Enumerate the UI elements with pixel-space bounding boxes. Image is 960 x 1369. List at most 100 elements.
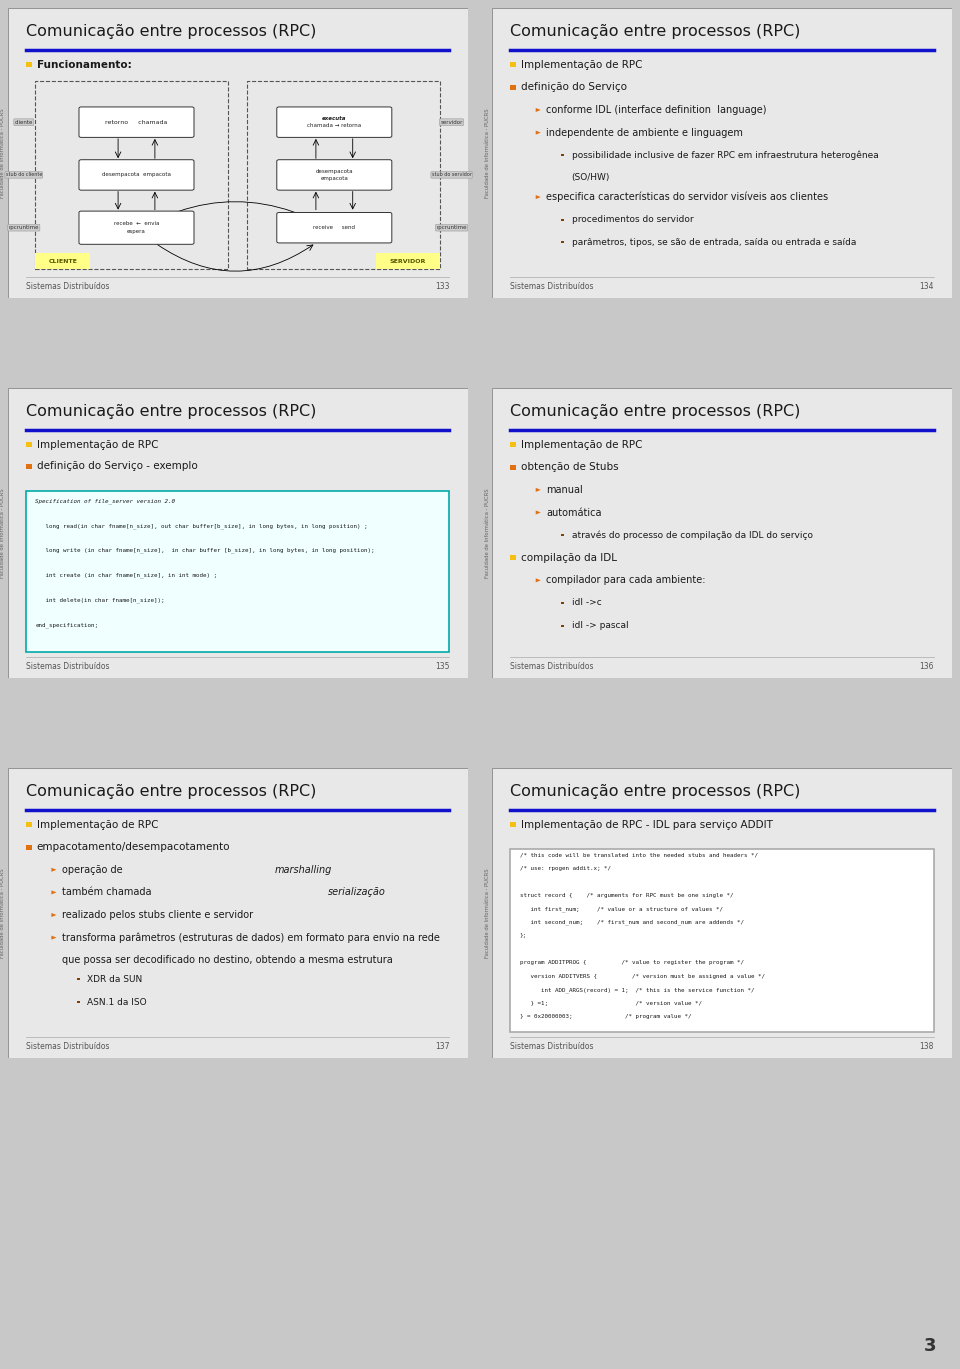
Text: automática: automática	[546, 508, 602, 517]
Text: Faculdade de Informática - PUCRS: Faculdade de Informática - PUCRS	[485, 489, 490, 578]
Text: 137: 137	[435, 1042, 449, 1051]
Text: int ADD_ARGS(record) = 1;  /* this is the service function */: int ADD_ARGS(record) = 1; /* this is the…	[519, 987, 755, 993]
Text: rpcruntime: rpcruntime	[9, 226, 39, 230]
Text: ASN.1 da ISO: ASN.1 da ISO	[87, 998, 147, 1006]
Text: version ADDITVERS {          /* version must be assigned a value */: version ADDITVERS { /* version must be a…	[519, 973, 764, 979]
Polygon shape	[536, 108, 540, 112]
Text: Comunicação entre processos (RPC): Comunicação entre processos (RPC)	[511, 784, 801, 799]
Text: stub do cliente: stub do cliente	[6, 172, 42, 178]
Text: /* this code will be translated into the needed stubs and headers */: /* this code will be translated into the…	[519, 852, 757, 857]
Text: cliente: cliente	[14, 119, 33, 125]
Text: XDR da SUN: XDR da SUN	[87, 975, 142, 984]
Text: Faculdade de Informática - PUCRS: Faculdade de Informática - PUCRS	[0, 868, 6, 958]
FancyBboxPatch shape	[276, 160, 392, 190]
Text: Funcionamento:: Funcionamento:	[36, 60, 132, 70]
Text: conforme IDL (interface definition  language): conforme IDL (interface definition langu…	[546, 105, 767, 115]
Bar	[77, 979, 80, 980]
Text: chamada → retorna: chamada → retorna	[307, 123, 361, 129]
Text: Faculdade de Informática - PUCRS: Faculdade de Informática - PUCRS	[485, 868, 490, 958]
Text: 133: 133	[435, 282, 449, 292]
Bar	[561, 241, 564, 244]
Text: rpcruntime: rpcruntime	[437, 226, 467, 230]
Polygon shape	[52, 868, 57, 872]
Bar	[561, 534, 564, 537]
Text: Faculdade de Informática - PUCRS: Faculdade de Informática - PUCRS	[0, 108, 6, 199]
Text: definição do Serviço: definição do Serviço	[521, 82, 627, 92]
Text: recebe  ←  envia: recebe ← envia	[113, 222, 159, 226]
FancyBboxPatch shape	[492, 8, 952, 298]
Text: 135: 135	[435, 663, 449, 671]
Text: procedimentos do servidor: procedimentos do servidor	[571, 215, 693, 225]
Text: Faculdade de Informática - PUCRS: Faculdade de Informática - PUCRS	[0, 489, 6, 578]
FancyBboxPatch shape	[276, 107, 392, 137]
FancyBboxPatch shape	[511, 849, 934, 1032]
FancyBboxPatch shape	[492, 389, 952, 678]
Text: que possa ser decodificado no destino, obtendo a mesma estrutura: que possa ser decodificado no destino, o…	[62, 956, 393, 965]
Text: end_specification;: end_specification;	[36, 622, 98, 627]
Text: /* use: rpogen addit.x; */: /* use: rpogen addit.x; */	[519, 865, 611, 871]
Bar	[26, 845, 32, 850]
Text: struct record {    /* arguments for RPC must be one single */: struct record { /* arguments for RPC mus…	[519, 893, 733, 898]
Text: Faculdade de Informática - PUCRS: Faculdade de Informática - PUCRS	[485, 108, 490, 199]
Text: Sistemas Distribuídos: Sistemas Distribuídos	[511, 282, 594, 292]
Text: parâmetros, tipos, se são de entrada, saída ou entrada e saída: parâmetros, tipos, se são de entrada, sa…	[571, 238, 856, 246]
Bar	[26, 464, 32, 468]
Bar	[511, 63, 516, 67]
Polygon shape	[536, 194, 540, 199]
Text: também chamada: também chamada	[62, 887, 155, 898]
Bar	[511, 823, 516, 827]
Bar	[77, 1001, 80, 1003]
Bar	[36, 253, 90, 270]
Text: idl -> pascal: idl -> pascal	[571, 622, 628, 630]
Text: 3: 3	[924, 1338, 936, 1355]
Polygon shape	[52, 935, 57, 939]
Text: SERVIDOR: SERVIDOR	[390, 259, 426, 264]
Text: especifica características do servidor visíveis aos clientes: especifica características do servidor v…	[546, 192, 828, 203]
Text: operação de: operação de	[62, 865, 126, 875]
Text: int second_num;    /* first_num and second_num are addends */: int second_num; /* first_num and second_…	[519, 920, 744, 925]
Text: int create (in char fname[n_size], in int mode) ;: int create (in char fname[n_size], in in…	[36, 572, 217, 578]
Text: } = 0x20000003;               /* program value */: } = 0x20000003; /* program value */	[519, 1014, 691, 1020]
Text: };: };	[519, 934, 527, 938]
Text: Comunicação entre processos (RPC): Comunicação entre processos (RPC)	[26, 404, 317, 419]
Text: Sistemas Distribuídos: Sistemas Distribuídos	[26, 663, 109, 671]
Text: retorno     chamada: retorno chamada	[106, 119, 168, 125]
Polygon shape	[536, 487, 540, 491]
Text: Comunicação entre processos (RPC): Comunicação entre processos (RPC)	[26, 784, 317, 799]
Polygon shape	[536, 578, 540, 582]
Text: definição do Serviço - exemplo: definição do Serviço - exemplo	[36, 461, 198, 471]
Text: através do processo de compilação da IDL do serviço: através do processo de compilação da IDL…	[571, 530, 812, 539]
Text: receive     send: receive send	[313, 226, 355, 230]
Text: Sistemas Distribuídos: Sistemas Distribuídos	[26, 282, 109, 292]
Text: program ADDITPROG {          /* value to register the program */: program ADDITPROG { /* value to register…	[519, 961, 744, 965]
Text: Comunicação entre processos (RPC): Comunicação entre processos (RPC)	[511, 404, 801, 419]
Text: Implementação de RPC: Implementação de RPC	[36, 439, 158, 449]
FancyBboxPatch shape	[79, 211, 194, 244]
FancyBboxPatch shape	[79, 107, 194, 137]
Text: Comunicação entre processos (RPC): Comunicação entre processos (RPC)	[511, 25, 801, 40]
Bar	[511, 556, 516, 560]
Text: Sistemas Distribuídos: Sistemas Distribuídos	[511, 663, 594, 671]
Text: Specification of file_server version 2.0: Specification of file_server version 2.0	[36, 498, 176, 504]
Text: 134: 134	[919, 282, 934, 292]
Bar	[561, 219, 564, 220]
Bar	[26, 823, 32, 827]
FancyBboxPatch shape	[8, 389, 468, 678]
Text: Comunicação entre processos (RPC): Comunicação entre processos (RPC)	[26, 25, 317, 40]
FancyBboxPatch shape	[8, 8, 468, 298]
Text: long read(in char fname[n_size], out char buffer[b_size], in long bytes, in long: long read(in char fname[n_size], out cha…	[36, 523, 368, 528]
Text: independente de ambiente e linguagem: independente de ambiente e linguagem	[546, 127, 743, 138]
Text: realizado pelos stubs cliente e servidor: realizado pelos stubs cliente e servidor	[62, 910, 253, 920]
Text: desempacota: desempacota	[316, 168, 353, 174]
Bar	[26, 63, 32, 67]
Text: Sistemas Distribuídos: Sistemas Distribuídos	[511, 1042, 594, 1051]
Bar	[511, 442, 516, 448]
FancyBboxPatch shape	[276, 212, 392, 242]
Text: 136: 136	[919, 663, 934, 671]
Bar	[561, 624, 564, 627]
Text: Implementação de RPC: Implementação de RPC	[36, 820, 158, 830]
Text: empacota: empacota	[321, 175, 348, 181]
Text: possibilidade inclusive de fazer RPC em infraestrutura heterogênea: possibilidade inclusive de fazer RPC em …	[571, 151, 878, 160]
Text: manual: manual	[546, 485, 583, 494]
Text: Implementação de RPC: Implementação de RPC	[521, 439, 642, 449]
